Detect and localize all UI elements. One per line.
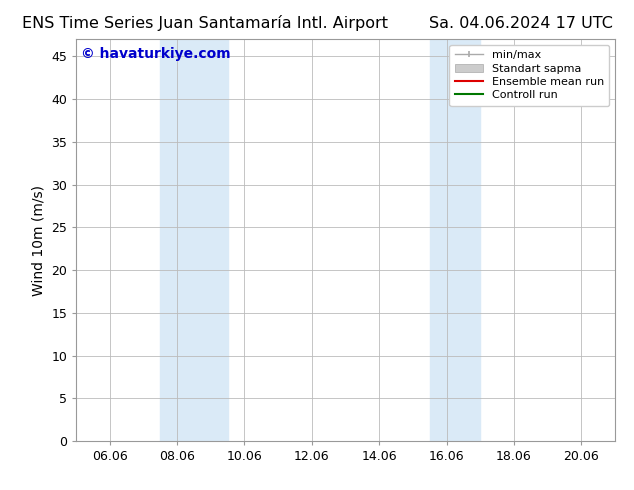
- Bar: [160, 39, 228, 441]
- Bar: [430, 39, 481, 441]
- Text: © havaturkiye.com: © havaturkiye.com: [81, 47, 231, 61]
- Y-axis label: Wind 10m (m/s): Wind 10m (m/s): [32, 185, 46, 295]
- Legend: min/max, Standart sapma, Ensemble mean run, Controll run: min/max, Standart sapma, Ensemble mean r…: [450, 45, 609, 106]
- Text: ENS Time Series Juan Santamaría Intl. Airport        Sa. 04.06.2024 17 UTC: ENS Time Series Juan Santamaría Intl. Ai…: [22, 15, 612, 31]
